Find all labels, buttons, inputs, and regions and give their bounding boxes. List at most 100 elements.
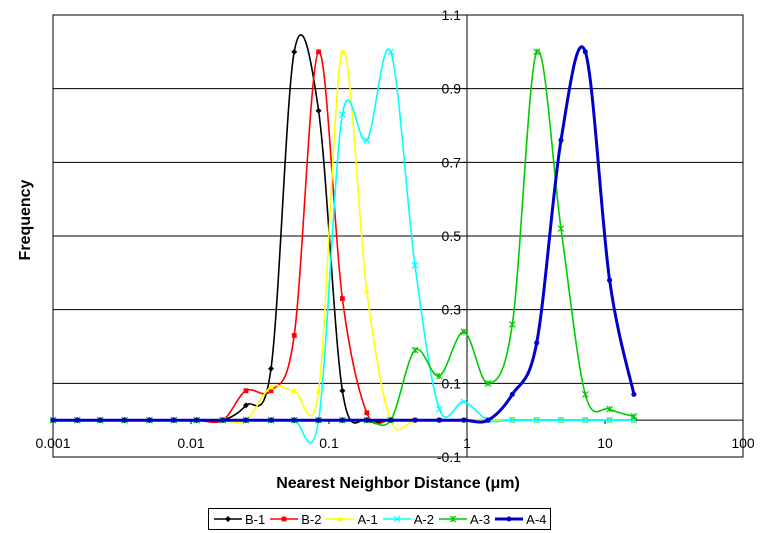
data-point-a-4 xyxy=(291,417,297,423)
legend-item-b-2: B-2 xyxy=(269,512,321,527)
data-point-b-2 xyxy=(243,388,249,394)
legend-swatch xyxy=(382,515,411,523)
data-point-a-4 xyxy=(171,417,177,423)
data-point-a-2 xyxy=(435,405,443,413)
data-point-a-4 xyxy=(243,417,249,423)
legend-swatch-marker xyxy=(506,516,512,522)
x-axis-title: Nearest Neighbor Distance (μm) xyxy=(276,475,520,492)
data-point-a-4 xyxy=(412,417,418,423)
data-point-a-2 xyxy=(581,416,589,424)
data-point-a-4 xyxy=(534,340,540,346)
data-point-a-4 xyxy=(607,277,613,283)
data-point-b-1 xyxy=(339,387,346,394)
data-point-a-4 xyxy=(631,391,637,397)
y-tick-label: -0.1 xyxy=(437,449,461,465)
y-tick-label: 0.3 xyxy=(442,302,462,318)
data-point-a-4 xyxy=(50,417,56,423)
data-point-a-4 xyxy=(485,417,491,423)
data-point-b-2 xyxy=(268,388,274,394)
data-point-a-3 xyxy=(508,320,516,328)
data-point-a-3 xyxy=(533,48,541,56)
data-point-a-1 xyxy=(339,48,346,55)
x-tick-label: 1 xyxy=(463,435,471,451)
data-point-a-3 xyxy=(484,379,492,387)
data-point-a-4 xyxy=(316,417,322,423)
data-point-a-1 xyxy=(315,387,322,394)
data-point-a-3 xyxy=(557,225,565,233)
data-point-a-3 xyxy=(435,372,443,380)
data-point-a-4 xyxy=(582,49,588,55)
data-point-a-4 xyxy=(436,417,442,423)
y-tick-label: 0.9 xyxy=(442,81,462,97)
x-tick-label: 0.01 xyxy=(177,435,204,451)
data-point-a-1 xyxy=(291,387,298,394)
legend-label: B-2 xyxy=(301,511,322,527)
data-point-a-3 xyxy=(460,328,468,336)
data-point-a-1 xyxy=(363,288,370,294)
data-point-a-4 xyxy=(364,417,370,423)
data-point-b-2 xyxy=(339,296,345,302)
data-point-a-2 xyxy=(411,262,419,269)
legend-swatch xyxy=(270,516,299,522)
y-axis-title: Frequency xyxy=(17,179,34,260)
y-tick-label: 0.7 xyxy=(442,154,462,170)
legend-label: B-1 xyxy=(245,511,266,527)
data-point-a-2 xyxy=(338,111,346,118)
data-point-a-2 xyxy=(387,48,395,56)
data-point-b-2 xyxy=(316,49,321,55)
data-point-a-3 xyxy=(581,390,589,398)
legend-swatch xyxy=(438,515,467,523)
legend-swatch xyxy=(326,516,355,522)
legend-swatch-marker xyxy=(225,516,231,522)
data-point-a-2 xyxy=(606,416,614,424)
data-point-a-4 xyxy=(509,391,515,397)
data-point-b-2 xyxy=(291,333,297,338)
data-point-b-1 xyxy=(242,402,249,409)
legend-item-a-2: A-2 xyxy=(382,512,434,527)
data-point-a-2 xyxy=(557,416,565,424)
data-point-a-3 xyxy=(606,405,614,413)
data-point-b-1 xyxy=(315,107,322,114)
x-tick-label: 100 xyxy=(731,435,755,451)
legend-swatch xyxy=(495,516,524,522)
data-point-a-4 xyxy=(194,417,200,423)
data-point-a-4 xyxy=(268,417,274,423)
data-point-b-1 xyxy=(268,365,275,372)
legend-item-a-4: A-4 xyxy=(494,512,546,527)
legend-item-b-1: B-1 xyxy=(213,512,265,527)
legend: B-1 B-2 A-1 A-2 A-3 A-4 xyxy=(208,508,552,530)
legend-item-a-1: A-1 xyxy=(325,511,378,527)
legend-label: A-2 xyxy=(413,511,434,527)
legend-swatch xyxy=(214,516,242,522)
data-point-a-4 xyxy=(388,417,394,423)
data-point-a-4 xyxy=(339,417,345,423)
data-point-a-2 xyxy=(533,416,541,424)
data-point-a-3 xyxy=(630,413,638,420)
legend-label: A-4 xyxy=(526,511,547,527)
tick-labels: -0.1 0.1 0.3 0.5 0.7 0.9 1.1 0.001 0.01 0.1 1 10 100 xyxy=(35,7,754,465)
data-point-a-4 xyxy=(558,137,564,143)
y-tick-label: 0.5 xyxy=(442,228,462,244)
data-point-a-1 xyxy=(268,384,275,390)
data-point-a-2 xyxy=(460,398,468,406)
legend-swatch-marker xyxy=(281,516,287,522)
data-point-a-4 xyxy=(74,417,80,423)
series-group xyxy=(49,34,638,444)
gridlines xyxy=(53,88,743,384)
x-tick-label: 0.1 xyxy=(319,435,339,451)
legend-swatch-marker xyxy=(449,515,457,523)
data-point-a-4 xyxy=(146,417,153,423)
data-point-a-2 xyxy=(508,416,516,424)
legend-label: A-3 xyxy=(469,511,491,527)
data-point-a-2 xyxy=(363,136,371,144)
x-tick-label: 10 xyxy=(597,435,613,451)
data-point-a-4 xyxy=(122,417,128,423)
data-point-a-3 xyxy=(411,346,419,354)
data-point-a-4 xyxy=(461,417,467,423)
x-tick-label: 0.001 xyxy=(35,435,70,451)
y-tick-label: 0.1 xyxy=(442,375,462,391)
legend-label: A-1 xyxy=(357,511,378,527)
legend-item-a-3: A-3 xyxy=(438,512,490,527)
data-point-b-1 xyxy=(291,48,298,55)
